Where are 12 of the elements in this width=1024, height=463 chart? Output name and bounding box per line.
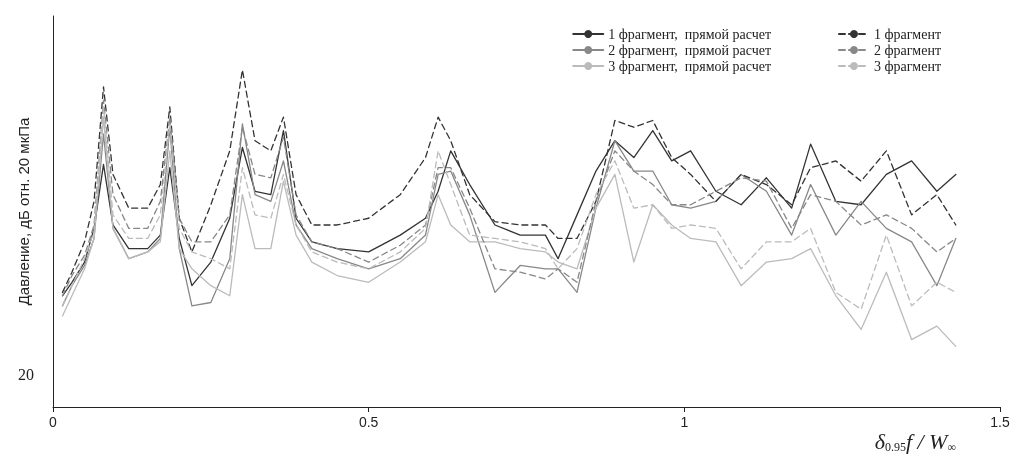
legend-label: 3 фрагмент — [873, 58, 941, 74]
text: 20 — [18, 365, 34, 383]
x-tick-label: 1.5 — [990, 414, 1010, 430]
x-tick-label: 1 — [680, 414, 689, 430]
x-tick-label: 0 — [49, 414, 58, 430]
legend-label: 2 фрагмент — [873, 42, 941, 58]
legend-label: 2 фрагмент, прямой расчет — [608, 42, 771, 58]
x-tick-label: 0.5 — [358, 414, 379, 430]
y-axis-title: Давление, дБ отн. 20 мкПа — [15, 117, 32, 306]
legend-label: 1 фрагмент, прямой расчет — [608, 26, 771, 42]
legend-label: 1 фрагмент — [873, 26, 941, 42]
legend-label: 3 фрагмент, прямой расчет — [608, 58, 771, 74]
